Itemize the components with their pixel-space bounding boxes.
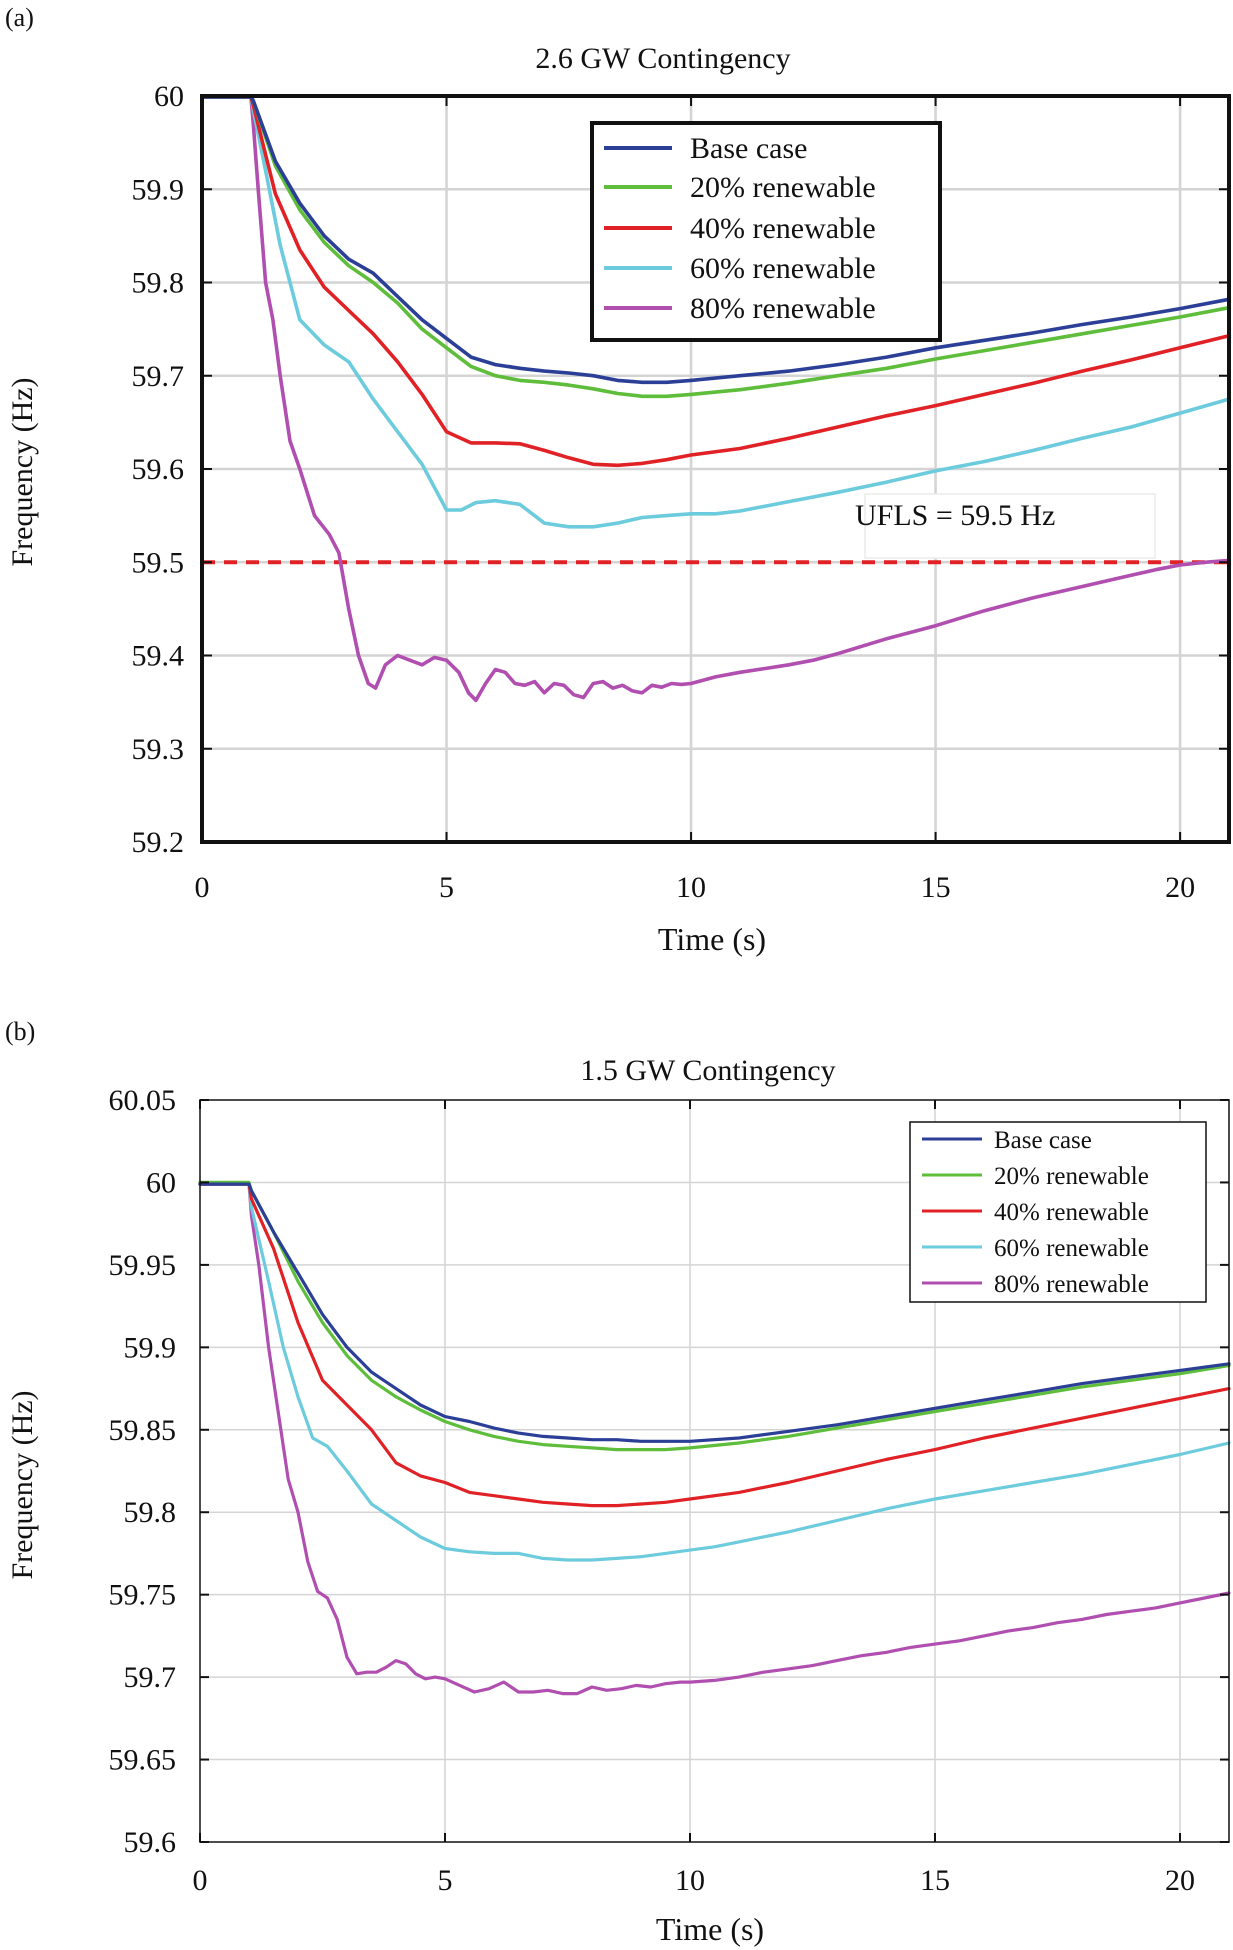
y-axis-label: Frequency (Hz) xyxy=(6,377,39,566)
legend-label: 60% renewable xyxy=(994,1235,1149,1262)
y-tick-label: 60 xyxy=(154,80,184,113)
chart-title: 1.5 GW Contingency xyxy=(580,1054,835,1087)
y-tick-label: 59.75 xyxy=(109,1579,177,1612)
series-r20 xyxy=(200,95,1231,399)
x-tick-label: 10 xyxy=(676,871,706,904)
axis-ticks: 0 5 10 15 20 59.2 59.3 59.4 59.5 59.6 59.7 59.8 59.9… xyxy=(132,80,1229,904)
series-base xyxy=(200,95,1231,385)
legend-item-20: 20% renewable xyxy=(604,171,876,204)
y-tick-label: 59.95 xyxy=(109,1249,177,1282)
legend-item-80: 80% renewable xyxy=(922,1271,1149,1298)
axis-ticks: 0 5 10 15 2059.659.6559.759.7559.859.8559.95… xyxy=(109,1084,1229,1897)
y-tick-label: 59.7 xyxy=(124,1661,177,1694)
legend-label: 20% renewable xyxy=(690,171,876,204)
legend-item-base: Base case xyxy=(922,1127,1092,1154)
legend-box xyxy=(590,121,942,342)
y-tick-label: 59.8 xyxy=(132,267,185,300)
y-tick-label: 59.2 xyxy=(132,826,185,859)
legend-label: 40% renewable xyxy=(690,212,876,245)
legend-label: Base case xyxy=(690,132,807,165)
legend-label: Base case xyxy=(994,1127,1092,1154)
legend-item-20: 20% renewable xyxy=(922,1163,1149,1190)
legend-item-40: 40% renewable xyxy=(604,212,876,245)
legend-label: 40% renewable xyxy=(994,1199,1149,1226)
series-r80 xyxy=(200,95,1231,703)
x-tick-label: 15 xyxy=(921,871,951,904)
x-axis-label: Time (s) xyxy=(658,921,766,957)
legend-item-40: 40% renewable xyxy=(922,1199,1149,1226)
series-r80 xyxy=(198,1182,1231,1696)
legend-label: 80% renewable xyxy=(994,1271,1149,1298)
x-axis-label: Time (s) xyxy=(656,1911,764,1947)
legend-item-60: 60% renewable xyxy=(604,252,876,285)
legend-item-base: Base case xyxy=(604,132,807,165)
y-tick-label: 60.05 xyxy=(109,1084,177,1117)
legend: Base case 20% renewable 40% renewable 60… xyxy=(909,1121,1207,1303)
panel-label: (b) xyxy=(5,1017,35,1046)
y-tick-label: 59.9 xyxy=(124,1331,177,1364)
panel-b: (b) 1.5 GW Contingency Time (s) Frequenc… xyxy=(5,1017,1231,1947)
x-tick-label: 10 xyxy=(675,1864,705,1897)
y-tick-label: 60 xyxy=(146,1166,176,1199)
panel-a: (a) 2.6 GW Contingency Time (s) Frequenc… xyxy=(5,3,1231,957)
y-tick-label: 59.7 xyxy=(132,360,185,393)
series-r20 xyxy=(198,1180,1231,1452)
chart-title: 2.6 GW Contingency xyxy=(535,42,790,75)
y-tick-label: 59.9 xyxy=(132,173,185,206)
series-r60 xyxy=(198,1182,1231,1562)
threshold-label-box xyxy=(864,493,1156,559)
y-tick-label: 59.4 xyxy=(132,640,185,673)
ufls-annotation: UFLS = 59.5 Hz xyxy=(855,499,1055,532)
legend-item-60: 60% renewable xyxy=(922,1235,1149,1262)
series-base xyxy=(198,1182,1231,1443)
data-series xyxy=(198,1180,1231,1696)
y-tick-label: 59.5 xyxy=(132,546,185,579)
y-tick-label: 59.65 xyxy=(109,1744,177,1777)
legend-label: 20% renewable xyxy=(994,1163,1149,1190)
x-tick-label: 0 xyxy=(195,871,210,904)
y-tick-label: 59.8 xyxy=(124,1496,177,1529)
y-tick-label: 59.85 xyxy=(109,1414,177,1447)
legend-item-80: 80% renewable xyxy=(604,292,876,325)
panel-label: (a) xyxy=(5,3,34,32)
series-r40 xyxy=(200,95,1231,468)
y-tick-label: 59.6 xyxy=(132,453,185,486)
legend-label: 60% renewable xyxy=(690,252,876,285)
y-tick-label: 59.3 xyxy=(132,733,185,766)
legend: Base case 20% renewable 40% renewable 60… xyxy=(590,121,942,342)
plot-frame xyxy=(199,1099,1230,1843)
y-tick-label: 59.6 xyxy=(124,1826,177,1859)
x-tick-label: 20 xyxy=(1165,871,1195,904)
data-series xyxy=(200,95,1231,703)
x-tick-label: 0 xyxy=(193,1864,208,1897)
series-r40 xyxy=(198,1182,1231,1508)
x-tick-label: 5 xyxy=(438,1864,453,1897)
x-tick-label: 15 xyxy=(920,1864,950,1897)
y-axis-label: Frequency (Hz) xyxy=(6,1390,39,1579)
x-tick-label: 5 xyxy=(439,871,454,904)
legend-label: 80% renewable xyxy=(690,292,876,325)
x-tick-label: 20 xyxy=(1165,1864,1195,1897)
series-r60 xyxy=(200,95,1231,529)
